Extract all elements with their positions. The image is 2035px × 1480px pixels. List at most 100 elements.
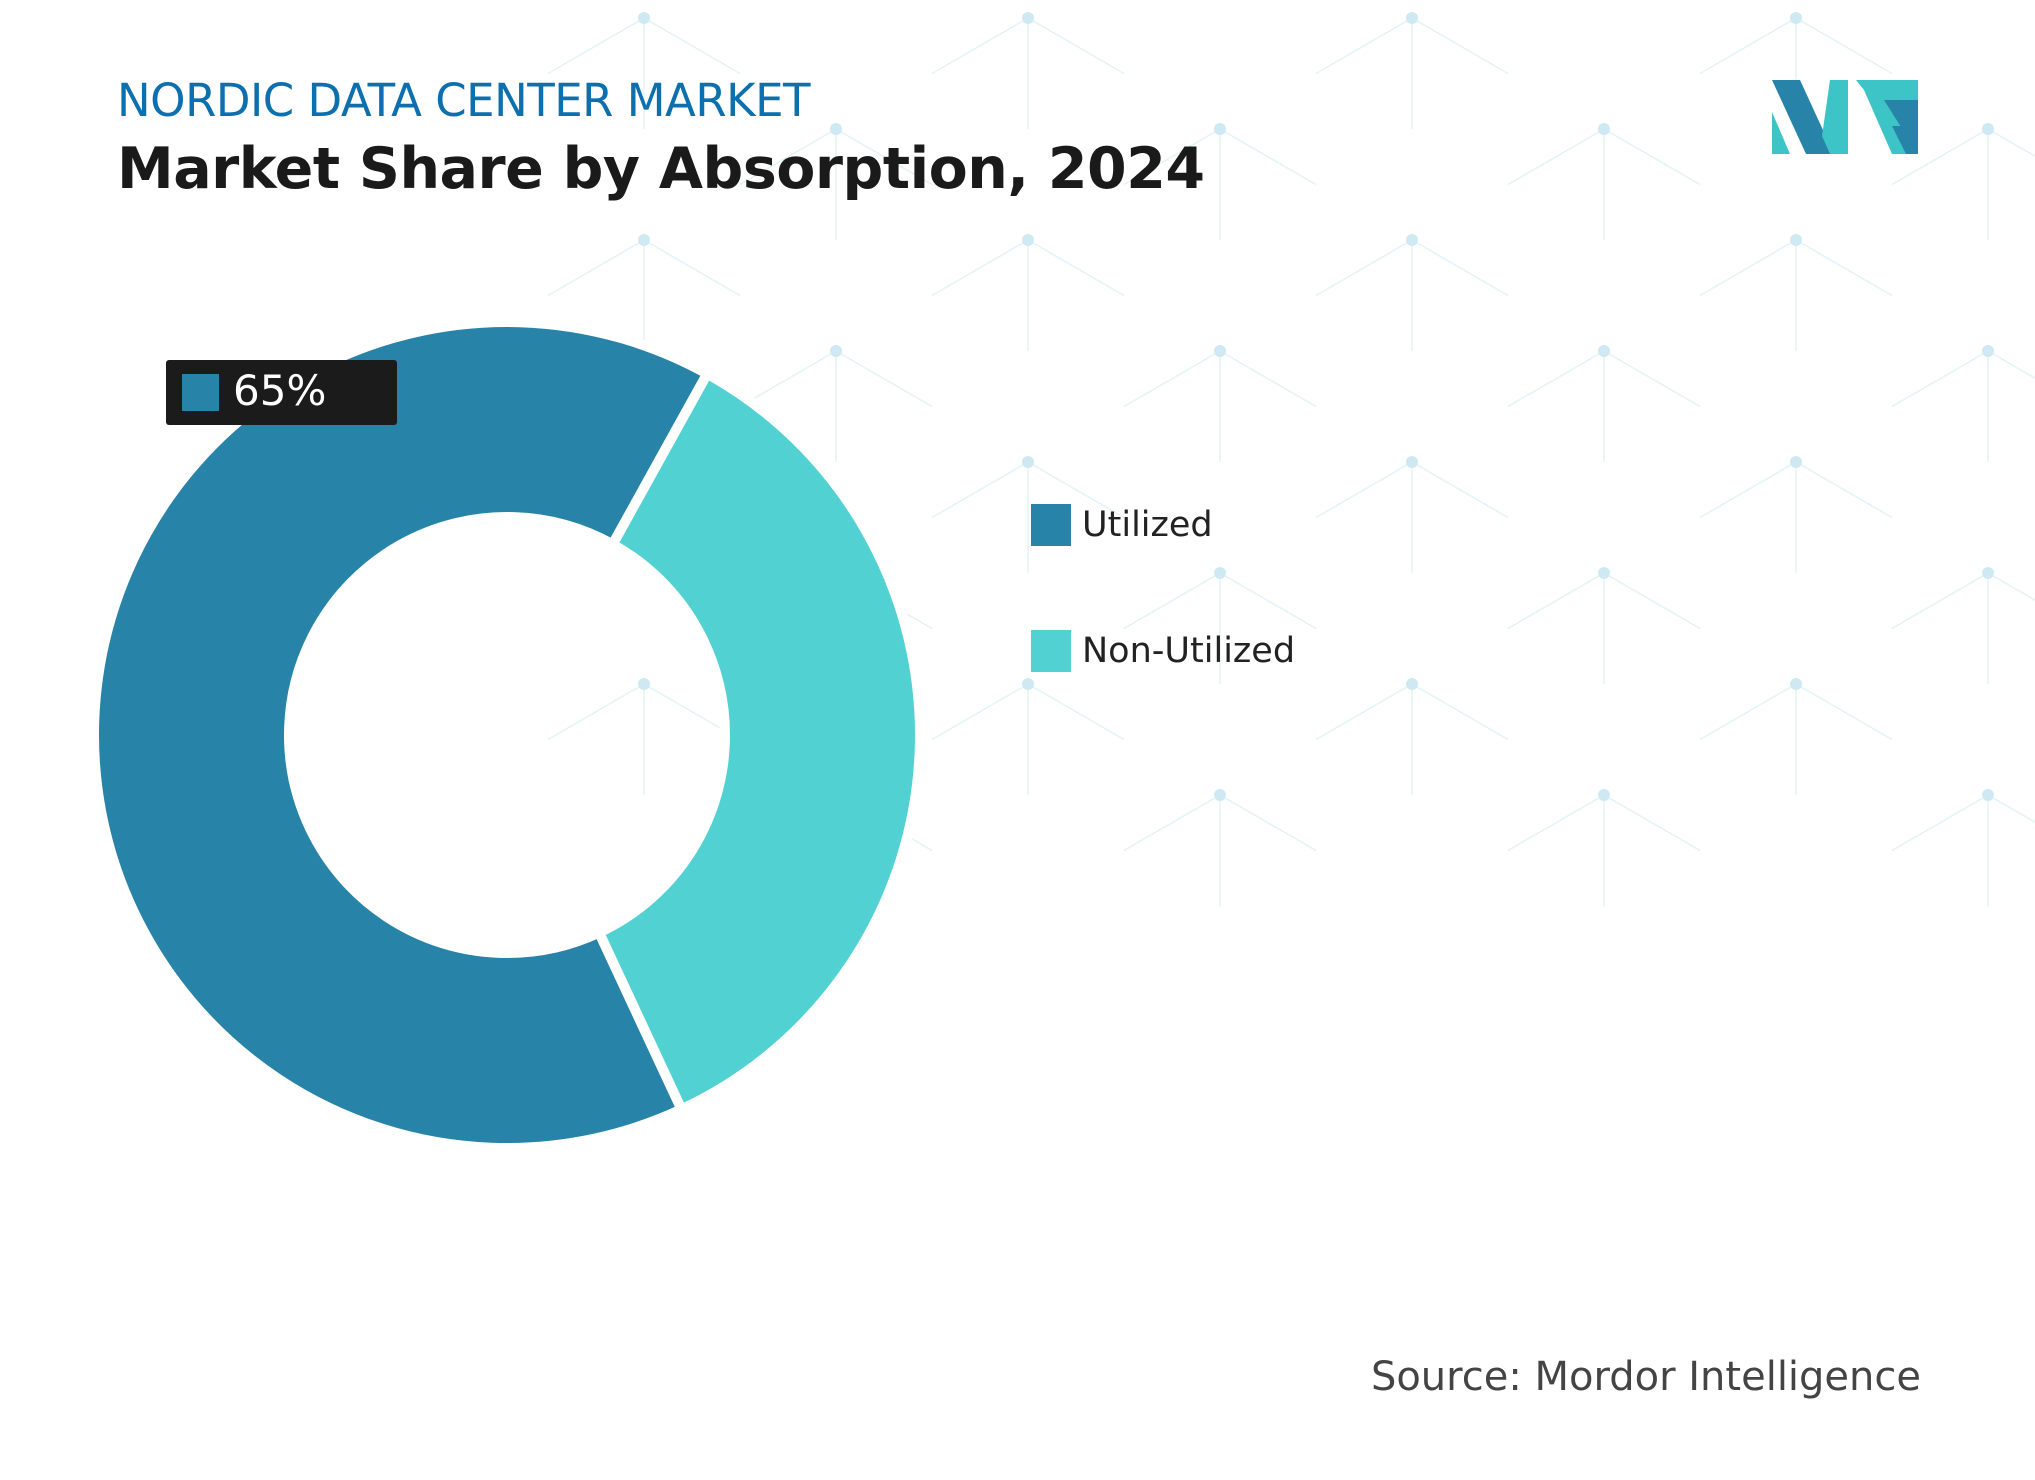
pattern-line <box>1987 128 2035 158</box>
pattern-dot <box>1598 345 1610 357</box>
pattern-dot <box>1598 567 1610 579</box>
donut-slice-utilized <box>89 317 715 1153</box>
pattern-line <box>643 239 741 297</box>
pattern-dot <box>1022 12 1034 24</box>
pattern-line <box>1315 461 1413 519</box>
pattern-line <box>1795 683 1893 741</box>
pattern-line <box>931 461 1029 519</box>
pattern-dot <box>1982 789 1994 801</box>
pattern-dot <box>1406 12 1418 24</box>
pattern-line <box>1699 17 1797 75</box>
mordor-logo-icon <box>1772 80 1918 154</box>
pattern-dot <box>1598 123 1610 135</box>
pattern-dot <box>638 12 650 24</box>
pattern-line <box>1219 350 1317 408</box>
pattern-line <box>1699 239 1797 297</box>
pattern-line <box>835 350 933 408</box>
pattern-line <box>1507 128 1605 186</box>
pattern-line <box>931 683 1029 741</box>
pattern-dot <box>1598 789 1610 801</box>
pattern-line <box>1027 17 1125 75</box>
pattern-dot <box>1982 123 1994 135</box>
pattern-line <box>1603 128 1701 186</box>
pattern-dot <box>1022 234 1034 246</box>
pattern-line <box>1123 128 1221 186</box>
pattern-line <box>931 239 1029 297</box>
pattern-dot <box>1790 456 1802 468</box>
pattern-line <box>1603 350 1701 408</box>
pattern-dot <box>1214 567 1226 579</box>
pattern-line <box>1507 350 1605 408</box>
pattern-dot <box>1022 456 1034 468</box>
pattern-dot <box>1022 678 1034 690</box>
pattern-line <box>547 683 645 741</box>
legend-swatch-utilized <box>1031 504 1071 546</box>
pattern-line <box>1987 572 2035 602</box>
data-label-swatch <box>182 374 219 411</box>
pattern-line <box>1219 128 1317 186</box>
pattern-dot <box>1406 234 1418 246</box>
pattern-line <box>1891 128 1989 186</box>
donut-slice-non-utilized <box>592 366 925 1116</box>
pattern-dot <box>1790 12 1802 24</box>
pattern-line <box>1699 461 1797 519</box>
legend-label-non-utilized: Non-Utilized <box>1082 631 1296 671</box>
pattern-dot <box>638 234 650 246</box>
chart-subtitle: NORDIC DATA CENTER MARKET <box>117 74 811 127</box>
source-note: Source: Mordor Intelligence <box>1370 1354 1921 1400</box>
data-label-utilized: 65% <box>166 360 397 425</box>
pattern-line <box>547 239 645 297</box>
pattern-line <box>931 17 1029 75</box>
pattern-line <box>1027 461 1125 519</box>
pattern-dot <box>1982 567 1994 579</box>
pattern-line <box>1315 683 1413 741</box>
pattern-line <box>643 17 741 75</box>
pattern-dot <box>1214 345 1226 357</box>
pattern-line <box>1795 17 1893 75</box>
pattern-line <box>1123 794 1221 852</box>
pattern-line <box>1219 572 1317 630</box>
pattern-dot <box>1214 123 1226 135</box>
pattern-line <box>1891 350 1989 408</box>
pattern-dot <box>638 678 650 690</box>
pattern-line <box>835 128 933 186</box>
chart-title: Market Share by Absorption, 2024 <box>117 136 1205 202</box>
pattern-line <box>1795 239 1893 297</box>
legend-swatch-non-utilized <box>1031 630 1071 672</box>
pattern-line <box>739 128 837 186</box>
pattern-dot <box>830 123 842 135</box>
pattern-line <box>1795 461 1893 519</box>
pattern-line <box>1603 572 1701 630</box>
pattern-line <box>1123 572 1221 630</box>
data-label-text: 65% <box>233 366 327 415</box>
pattern-line <box>1411 461 1509 519</box>
pattern-line <box>1987 350 2035 380</box>
pattern-line <box>1891 572 1989 630</box>
pattern-line <box>739 350 837 408</box>
pattern-line <box>1699 683 1797 741</box>
pattern-line <box>1411 239 1509 297</box>
pattern-line <box>1603 794 1701 852</box>
pattern-line <box>1411 683 1509 741</box>
pattern-dot <box>830 345 842 357</box>
pattern-dot <box>1214 789 1226 801</box>
pattern-line <box>1507 572 1605 630</box>
pattern-line <box>1987 794 2035 824</box>
pattern-line <box>547 17 645 75</box>
pattern-line <box>1315 17 1413 75</box>
pattern-dot <box>1406 456 1418 468</box>
pattern-line <box>1027 239 1125 297</box>
pattern-dot <box>1790 234 1802 246</box>
pattern-line <box>1027 683 1125 741</box>
pattern-dot <box>1406 678 1418 690</box>
pattern-line <box>1507 794 1605 852</box>
pattern-dot <box>1982 345 1994 357</box>
pattern-line <box>1315 239 1413 297</box>
pattern-line <box>1219 794 1317 852</box>
pattern-line <box>1411 17 1509 75</box>
pattern-dot <box>1790 678 1802 690</box>
pattern-line <box>1891 794 1989 852</box>
pattern-line <box>1123 350 1221 408</box>
